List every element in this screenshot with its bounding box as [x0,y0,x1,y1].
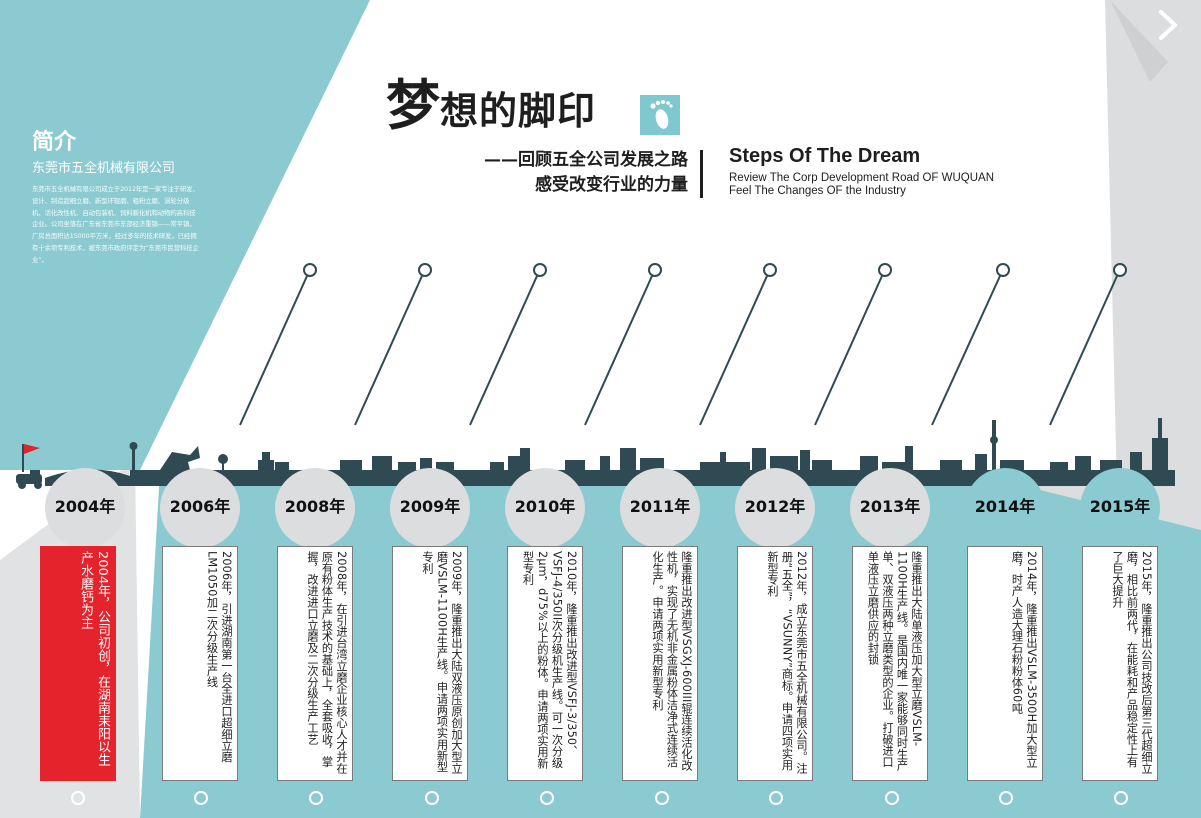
year-circles [45,468,1160,548]
year-label: 2010年 [514,497,576,516]
page-title: 梦想的脚印 [386,74,596,138]
teal-left-band [0,0,370,470]
timeline-card-text: 2008年，在引进台湾立磨企业核心人才并在原有粉体生产技术的基础上，全套吸收，掌… [306,551,348,775]
title-first-char: 梦 [386,74,440,137]
timeline-card-2015: 2015年，隆重推出公司技改后第三代超细立磨，相比前两代，在能耗和产品稳定性上有… [1082,546,1158,781]
milestone-lines [239,263,1127,426]
chevron-right-icon[interactable] [1153,8,1183,42]
english-title: Steps Of The Dream [729,145,921,167]
intro-company-name: 东莞市五全机械有限公司 [32,161,176,176]
timeline-card-2014: 2014年，隆重推出VSLM-3500H加大型立磨，时产人造大理石粉粉体60吨 [967,546,1043,781]
year-label: 2009年 [399,497,461,516]
year-label: 2013年 [859,497,921,516]
red-flag [24,444,40,454]
year-label: 2014年 [974,497,1036,516]
chinese-subtitle-line2: 感受改变行业的力量 [535,175,688,195]
year-label: 2012年 [744,497,806,516]
timeline-card-text: 隆重推出改进型VSGXJ-600III辊连续活化改性机，实现了无机非金属粉体洁净… [651,551,693,771]
year-label: 2011年 [629,497,691,516]
english-subtitle-line1: Review The Corp Development Road OF WUQU… [729,172,995,184]
year-label: 2006年 [169,497,231,516]
timeline-card-text: 2009年，隆重推出大陆双液压原创加大型立磨VSLM-1100H生产线。申请两项… [421,551,463,775]
timeline-card-2008: 2008年，在引进台湾立磨企业核心人才并在原有粉体生产技术的基础上，全套吸收，掌… [277,546,353,781]
chinese-subtitle: ——回顾五全公司发展之路 感受改变行业的力量 [460,148,688,198]
footprint-icon [640,95,680,135]
timeline-card-2006: 2006年，引进湖南第一台全进口超细立磨LM1050加二次分级生产线 [162,546,238,781]
timeline-card-text: 2010年，隆重推出改进型VSFJ-3/350、VSFJ-4/350II次分级机… [521,551,579,770]
timeline-card-2004: 2004年，公司初创，在湖南耒阳以生产水磨钙为主 [40,546,116,781]
timeline-card-text: 2014年，隆重推出VSLM-3500H加大型立磨，时产人造大理石粉粉体60吨 [1010,551,1039,768]
timeline-card-2011: 隆重推出改进型VSGXJ-600III辊连续活化改性机，实现了无机非金属粉体洁净… [622,546,698,781]
chinese-subtitle-line1: ——回顾五全公司发展之路 [484,150,688,170]
flag-pole [22,444,24,472]
intro-body-text: 东莞市五全机械有限公司成立于2012年是一家专注于研发、设计、制造超细立磨、新型… [32,185,199,264]
bottom-dots [71,791,1128,805]
timeline-card-text: 2006年，引进湖南第一台全进口超细立磨LM1050加二次分级生产线 [205,551,234,763]
year-label: 2004年 [54,497,116,516]
title-divider [700,150,703,198]
timeline-card-text: 2004年，公司初创，在湖南耒阳以生产水磨钙为主 [78,551,110,767]
english-subtitle: Review The Corp Development Road OF WUQU… [729,172,994,198]
timeline-card-text: 2012年，成立东莞市五全机械有限公司。注册“五全”，“VSUNNY”商标。申请… [766,551,808,775]
english-subtitle-line2: Feel The Changes OF the Industry [729,185,906,197]
timeline-card-2013: 隆重推出大陆单液压加大型立磨VSLM-1100H生产线。是国内唯一家能够同时生产… [852,546,928,781]
title-rest: 想的脚印 [440,89,597,133]
timeline-card-2010: 2010年，隆重推出改进型VSFJ-3/350、VSFJ-4/350II次分级机… [507,546,583,781]
year-label: 2015年 [1089,497,1151,516]
gray-fold [1110,0,1168,82]
intro-title: 简介 [32,130,77,155]
year-label: 2008年 [284,497,346,516]
timeline-card-2009: 2009年，隆重推出大陆双液压原创加大型立磨VSLM-1100H生产线。申请两项… [392,546,468,781]
intro-section: 简介 东莞市五全机械有限公司 东莞市五全机械有限公司成立于2012年是一家专注于… [32,130,202,267]
timeline-card-text: 2015年，隆重推出公司技改后第三代超细立磨，相比前两代，在能耗和产品稳定性上有… [1111,551,1153,775]
timeline-card-2012: 2012年，成立东莞市五全机械有限公司。注册“五全”，“VSUNNY”商标。申请… [737,546,813,781]
timeline-card-text: 隆重推出大陆单液压加大型立磨VSLM-1100H生产线。是国内唯一家能够同时生产… [866,551,924,772]
